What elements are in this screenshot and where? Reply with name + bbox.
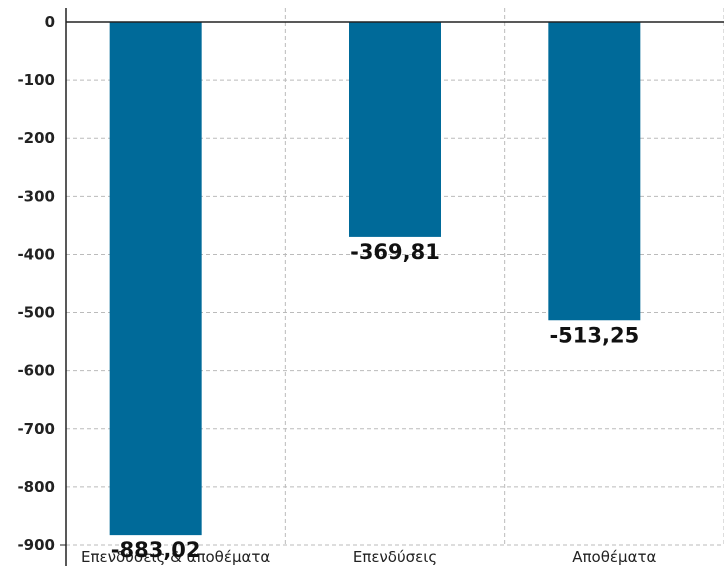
data-label: -883,02 <box>111 538 201 562</box>
y-tick-label: -400 <box>17 245 55 263</box>
y-tick-label: -500 <box>17 304 55 322</box>
y-tick-label: -800 <box>17 478 55 496</box>
y-axis-ticks: 0 -100 -200 -300 -400 -500 -600 -700 -800 -900 <box>17 13 55 554</box>
y-tick-label: 0 <box>45 13 55 31</box>
y-tick-label: -300 <box>17 187 55 205</box>
y-tick-label: -600 <box>17 362 55 380</box>
x-category-label: Επενδύσεις <box>353 548 437 566</box>
data-label: -369,81 <box>350 240 440 264</box>
x-category-label: Επενδύσεις & αποθέματα <box>81 548 270 566</box>
y-tick-label: -700 <box>17 420 55 438</box>
y-tick-label: -200 <box>17 129 55 147</box>
axes <box>60 8 724 566</box>
y-tick-label: -100 <box>17 71 55 89</box>
data-labels: -883,02 -369,81 -513,25 <box>111 240 639 562</box>
bar <box>349 22 441 237</box>
bars <box>109 22 641 536</box>
data-label: -513,25 <box>549 323 639 347</box>
y-tick-label: -900 <box>17 536 55 554</box>
bar <box>109 22 202 536</box>
x-axis-categories: Επενδύσεις & αποθέματα Επενδύσεις Αποθέματ… <box>81 548 656 566</box>
x-category-label: Αποθέματα <box>572 548 656 566</box>
bar <box>548 22 641 321</box>
